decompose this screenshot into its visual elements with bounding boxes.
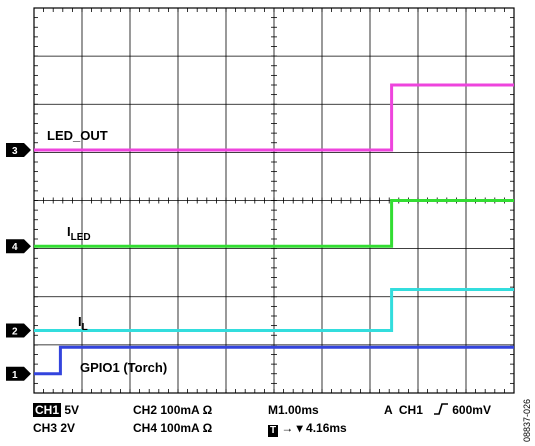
oscilloscope-display: 3 4 2 1 LED_OUT ILED IL GPIO1 (Torch) [6,7,515,394]
channel-marker-number: 4 [12,242,18,253]
t-tag: T [268,425,278,437]
ch4-setting: CH4 100mA Ω [133,421,213,435]
channel-marker-2: 2 [6,323,31,338]
channel-marker-4: 4 [6,239,31,254]
channel-marker-number: 3 [12,146,18,157]
channel-marker-shape [6,239,31,254]
trace-label-ch4: ILED [67,224,91,243]
ch1-scale: 5V [64,403,80,417]
channel-marker-number: 2 [12,326,18,337]
trace-label-subscript: LED [71,232,91,243]
trace-label-ch1: GPIO1 (Torch) [80,360,167,375]
channel-marker-number: 1 [12,370,18,381]
ch1-tag: CH1 [33,403,62,417]
channel-marker-shape [6,366,31,381]
trigger-level: 600mV [452,403,491,417]
trace-labels: LED_OUT ILED IL GPIO1 (Torch) [47,128,167,375]
trace-layer [34,83,514,376]
trigger-source: A CH1 [384,403,430,417]
ch1-setting: CH1 5V [33,403,79,417]
trace-ch4 [34,199,514,248]
trace-ch3 [34,83,514,152]
trace-label-ch3: LED_OUT [47,128,108,143]
channel-marker-3: 3 [6,142,31,157]
channel-markers: 3 4 2 1 [6,142,31,381]
trigger-offset: → ▾ 4.16ms [281,421,347,435]
trace-ch2 [34,288,514,332]
timebase-setting: M1.00ms [268,403,319,417]
channel-marker-1: 1 [6,366,31,381]
ch3-setting: CH3 2V [33,421,76,435]
ch2-setting: CH2 100mA Ω [133,403,213,417]
scope-settings-footer: CH1 5V CH2 100mA Ω M1.00ms A CH1 600mV C… [0,400,535,443]
trigger-position-setting: T → ▾ 4.16ms [268,421,347,437]
trace-label-ch2: IL [78,314,88,333]
trace-label-subscript: L [82,322,88,333]
channel-marker-shape [6,142,31,157]
figure-id: 08837-026 [520,396,534,446]
trigger-setting: A CH1 600mV [384,403,491,417]
rising-edge-icon [433,403,448,415]
figure-id-text: 08837-026 [522,398,532,442]
trace-ch1 [34,345,514,376]
channel-marker-shape [6,323,31,338]
